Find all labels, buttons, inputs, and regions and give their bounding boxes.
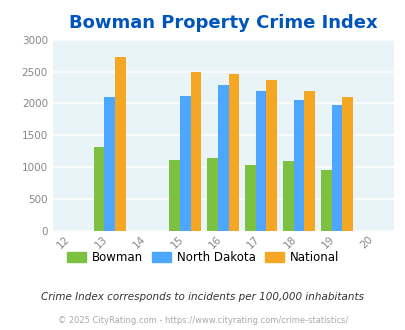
Legend: Bowman, North Dakota, National: Bowman, North Dakota, National: [63, 248, 342, 268]
Bar: [320, 170, 331, 231]
Bar: [304, 91, 314, 231]
Bar: [217, 85, 228, 231]
Bar: [341, 97, 352, 231]
Bar: [266, 81, 277, 231]
Bar: [115, 57, 125, 231]
Bar: [228, 74, 239, 231]
Bar: [94, 148, 104, 231]
Bar: [180, 96, 190, 231]
Bar: [255, 91, 266, 231]
Bar: [104, 97, 115, 231]
Bar: [293, 100, 304, 231]
Bar: [190, 72, 201, 231]
Bar: [207, 158, 217, 231]
Text: © 2025 CityRating.com - https://www.cityrating.com/crime-statistics/: © 2025 CityRating.com - https://www.city…: [58, 315, 347, 325]
Bar: [331, 105, 341, 231]
Bar: [169, 160, 180, 231]
Text: Crime Index corresponds to incidents per 100,000 inhabitants: Crime Index corresponds to incidents per…: [41, 292, 364, 302]
Bar: [282, 161, 293, 231]
Title: Bowman Property Crime Index: Bowman Property Crime Index: [69, 15, 377, 32]
Bar: [245, 165, 255, 231]
